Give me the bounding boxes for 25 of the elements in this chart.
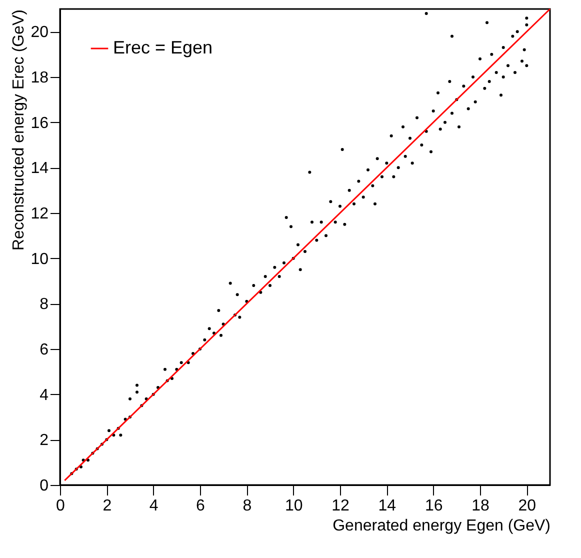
y-tick-label: 10 [30, 250, 49, 268]
x-tick-label: 4 [149, 498, 158, 514]
x-tick-label: 12 [332, 498, 350, 514]
y-tick-label: 18 [30, 70, 49, 86]
y-tick-label: 8 [40, 296, 49, 314]
x-tick-label: 2 [102, 498, 112, 514]
y-axis-title: Reconstructed energy Erec (GeV) [10, 10, 28, 250]
y-tick-label: 4 [40, 386, 49, 404]
legend-label: Erec = Egen [113, 38, 213, 58]
y-tick-label: 12 [30, 206, 49, 222]
x-tick-label: 6 [196, 498, 206, 514]
y-tick-label: 16 [30, 114, 49, 132]
x-axis-title: Generated energy Egen (GeV) [332, 518, 550, 534]
x-tick-label: 14 [378, 498, 396, 514]
y-tick-label: 2 [40, 432, 49, 450]
y-tick-label: 6 [40, 342, 49, 358]
x-tick-label: 0 [56, 498, 66, 514]
y-tick-label: 20 [30, 24, 49, 42]
y-tick-label: 0 [40, 478, 49, 494]
x-tick-label: 8 [242, 498, 252, 514]
x-tick-label: 10 [284, 498, 303, 514]
y-tick-label: 14 [30, 160, 49, 178]
x-tick-label: 18 [472, 498, 490, 514]
x-tick-label: 16 [424, 498, 443, 514]
x-tick-label: 20 [518, 498, 536, 514]
